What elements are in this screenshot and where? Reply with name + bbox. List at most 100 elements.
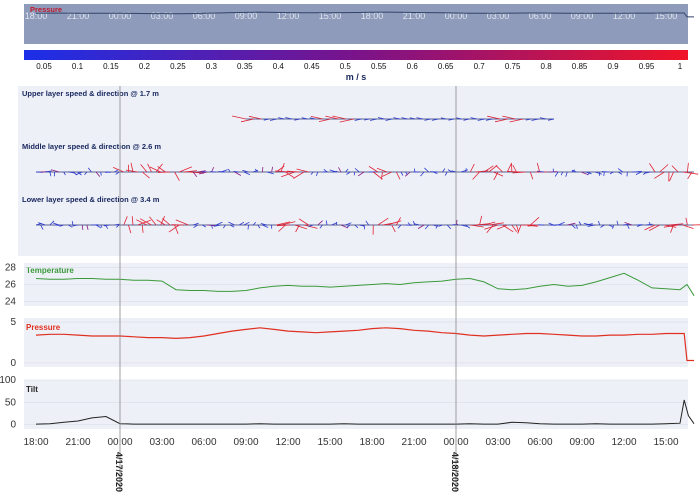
current-vector: [197, 170, 206, 173]
overview-background: [24, 4, 688, 44]
current-vector: [338, 167, 342, 173]
colorbar-tick-label: 0.2: [139, 62, 151, 71]
current-vector: [95, 171, 101, 177]
time-tick-label: 03:00: [149, 437, 174, 448]
current-vector: [340, 224, 349, 229]
colorbar-tick-label: 0.95: [639, 62, 655, 71]
current-vector: [401, 117, 408, 120]
current-vector: [275, 170, 291, 173]
current-vector: [465, 168, 467, 173]
current-vector: [128, 224, 132, 234]
current-vector: [271, 166, 273, 173]
current-vector: [644, 224, 656, 231]
current-vector: [669, 171, 674, 182]
current-vector: [354, 118, 362, 121]
colorbar-tick-label: 1: [678, 62, 683, 71]
current-vector: [511, 224, 518, 233]
current-vector: [345, 222, 352, 226]
current-vector: [687, 162, 689, 173]
current-vector: [149, 166, 161, 173]
current-vector: [179, 166, 192, 173]
current-vector: [156, 219, 166, 226]
current-vector: [512, 171, 526, 174]
overview-tick-label: 21:00: [67, 11, 90, 21]
current-vector: [617, 171, 623, 175]
current-vector: [199, 171, 208, 175]
current-vector: [319, 224, 323, 229]
current-vector: [380, 171, 383, 180]
current-vector: [598, 220, 601, 226]
current-vector: [105, 171, 110, 173]
current-vector: [286, 170, 300, 173]
pressure-background: [24, 318, 688, 367]
current-vector: [494, 118, 508, 123]
pressure-y-axis: 50: [10, 317, 688, 369]
time-tick-label: 09:00: [233, 437, 258, 448]
overview-tick-label: 06:00: [529, 11, 552, 21]
current-vector: [463, 118, 470, 121]
current-vector: [100, 171, 102, 176]
current-vector: [228, 168, 231, 173]
temperature-panel: Temperature 28 26 24: [5, 262, 695, 308]
current-vector: [114, 169, 119, 173]
current-vector: [357, 171, 365, 177]
current-vector: [136, 219, 148, 226]
current-vector: [229, 224, 235, 228]
current-vector: [687, 171, 693, 180]
current-vector: [303, 224, 318, 229]
current-vector: [448, 118, 454, 121]
current-vector: [248, 115, 262, 120]
current-vector: [682, 224, 694, 229]
current-vector: [444, 171, 448, 176]
current-vector: [626, 224, 630, 229]
pressure-label: Pressure: [26, 323, 61, 332]
current-vector: [527, 224, 540, 227]
current-vector: [192, 171, 198, 178]
colorbar-tick-label: 0.65: [438, 62, 454, 71]
current-vector: [487, 115, 501, 120]
current-vector: [368, 166, 379, 173]
time-tick-label: 15:00: [653, 437, 678, 448]
current-vector: [682, 171, 699, 175]
current-vector: [140, 164, 148, 173]
current-vector: [192, 222, 199, 226]
current-vector: [45, 170, 52, 173]
current-vector: [622, 223, 630, 226]
current-vector: [431, 118, 439, 121]
current-vector: [278, 117, 285, 120]
date-marker-label: 4/17/2020: [114, 452, 124, 492]
time-tick-label: 06:00: [191, 437, 216, 448]
current-vector: [280, 221, 296, 226]
current-vector: [252, 222, 256, 226]
current-vector: [377, 217, 389, 226]
current-vector: [560, 171, 564, 176]
overview-panel[interactable]: Pressure 18:00 21:00 00:00 03:00 06:00 09:00 1…: [24, 4, 694, 44]
current-vector: [294, 118, 300, 121]
colorbar-tick-label: 0.6: [407, 62, 419, 71]
current-vector: [571, 224, 576, 229]
current-vector: [174, 224, 179, 235]
current-vector: [317, 220, 323, 226]
time-tick-label: 09:00: [569, 437, 594, 448]
current-vector: [645, 223, 653, 226]
current-vector: [354, 168, 360, 173]
temperature-y-tick-label: 28: [5, 262, 17, 273]
current-vector: [616, 220, 619, 226]
current-vector: [125, 169, 138, 173]
current-vector: [477, 118, 485, 121]
current-vector: [612, 224, 614, 229]
current-vector: [123, 216, 128, 226]
current-vector: [308, 224, 314, 227]
current-vector: [162, 218, 171, 226]
current-vector: [202, 224, 206, 228]
current-vector: [262, 224, 269, 228]
current-vector: [112, 167, 124, 173]
current-vector: [115, 224, 120, 228]
current-vector: [636, 170, 642, 173]
current-vector: [609, 171, 614, 175]
current-vector: [496, 224, 508, 230]
time-tick-label: 18:00: [359, 437, 384, 448]
current-vector: [435, 224, 439, 229]
current-vector: [293, 171, 305, 179]
